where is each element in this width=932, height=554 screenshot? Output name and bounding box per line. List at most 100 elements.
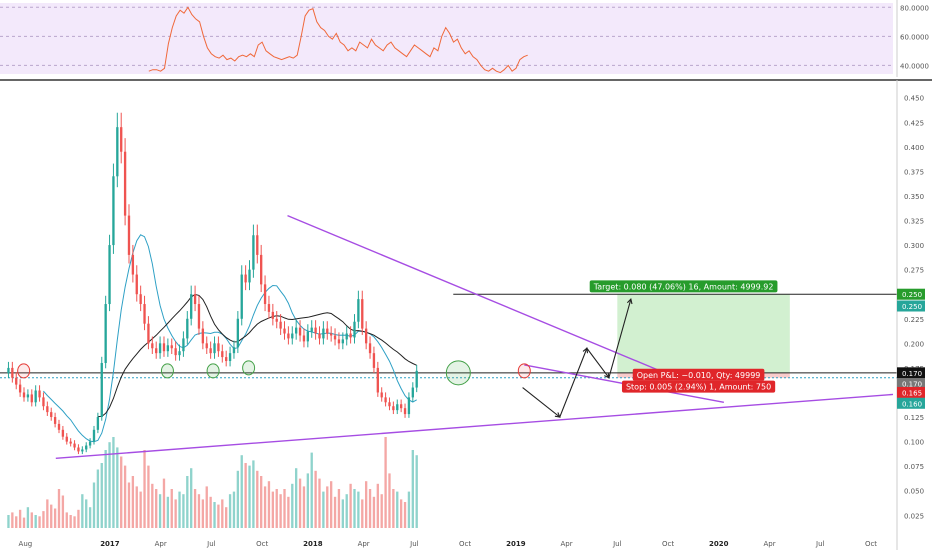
price-tick-label: 0.375 <box>904 168 924 176</box>
volume-bar <box>252 460 255 528</box>
volume-bar <box>341 499 344 528</box>
volume-bar <box>85 499 88 528</box>
candle <box>42 392 45 411</box>
price-tag-text: 0.250 <box>902 303 922 311</box>
price-tick-label: 0.100 <box>904 439 924 447</box>
projection-path[interactable] <box>522 298 632 418</box>
candle <box>341 332 344 350</box>
time-tick-label: Jul <box>815 540 825 548</box>
price-tick-label: 0.200 <box>904 340 924 348</box>
candle-body <box>361 299 364 329</box>
volume-bar <box>34 515 37 528</box>
time-tick-label: Apr <box>155 540 167 548</box>
candle <box>345 326 348 346</box>
candle <box>30 389 33 407</box>
volume-bar <box>65 512 68 528</box>
highlight-circle-red <box>517 363 531 379</box>
candle-body <box>341 339 344 344</box>
volume-bar <box>349 483 352 528</box>
candle <box>399 399 403 413</box>
volume-bar <box>88 507 92 528</box>
candle-body <box>108 245 111 305</box>
candle-body <box>368 343 372 354</box>
price-tag: 0.160 <box>897 397 925 409</box>
position-labels: Target: 0.080 (47.06%) 16, Amount: 4999.… <box>589 280 778 393</box>
candlesticks <box>7 112 418 455</box>
candle <box>108 234 111 312</box>
rsi-level-label: 60.0000 <box>900 33 929 41</box>
candle-body <box>170 345 173 349</box>
trendline-lower[interactable] <box>55 393 894 460</box>
volume-bar <box>295 468 298 528</box>
time-tick-label: Aug <box>19 540 33 548</box>
volume-bar <box>50 504 53 528</box>
candle <box>147 316 150 350</box>
candle <box>263 275 267 312</box>
candle <box>221 344 224 363</box>
volume-bar <box>73 516 76 528</box>
price-axis[interactable]: 0.450 0.425 0.400 0.375 0.350 0.325 0.300 0.275… <box>896 0 925 550</box>
volume-bar <box>306 473 310 528</box>
candle <box>322 321 325 345</box>
volume-bar <box>399 499 403 528</box>
price-tick-label: 0.025 <box>904 512 924 520</box>
volume-bar <box>333 496 337 528</box>
volume-bar <box>201 499 205 528</box>
volume-bar <box>283 489 286 528</box>
volume-bar <box>18 509 22 528</box>
candle-body <box>77 447 80 452</box>
candle <box>372 346 376 374</box>
candle <box>112 163 115 254</box>
candle <box>92 425 96 445</box>
candle <box>407 392 411 418</box>
target-zone[interactable] <box>617 294 790 373</box>
candle-body <box>275 318 278 322</box>
candle <box>190 285 193 326</box>
volume-bar <box>38 516 41 528</box>
candle <box>349 326 352 344</box>
candle-body <box>178 351 181 356</box>
price-tag-text: 0.170 <box>902 381 922 389</box>
candle-body <box>287 333 290 339</box>
highlight-circle-green <box>445 360 471 386</box>
candle <box>248 260 251 291</box>
trendline-upper[interactable] <box>287 214 677 379</box>
rsi-level-label: 80.0000 <box>900 4 929 12</box>
time-tick-label: Oct <box>865 540 877 548</box>
candle-body <box>399 404 403 409</box>
volume-bar <box>22 517 26 528</box>
candle <box>69 438 72 447</box>
volume-bar <box>407 491 411 528</box>
candle <box>26 389 30 402</box>
volume-bar <box>314 470 317 528</box>
candle-body <box>123 151 127 216</box>
candle <box>139 285 142 312</box>
volume-bar <box>151 483 154 528</box>
volume-bar <box>155 489 158 528</box>
volume-bar <box>260 476 263 528</box>
candle <box>361 290 364 335</box>
projection-arrowhead <box>604 372 610 379</box>
volume-bar <box>236 470 240 528</box>
candle-body <box>415 370 418 388</box>
candle <box>88 438 92 449</box>
price-tag-box <box>897 367 925 379</box>
volume-bar <box>302 486 306 528</box>
candle-body <box>193 294 197 305</box>
volume-bar <box>15 516 18 528</box>
price-tick-label: 0.075 <box>904 463 924 471</box>
candle <box>403 403 407 418</box>
time-axis[interactable]: Aug 2017 Apr Jul Oct 2018 Apr Jul Oct 2019 Apr Jul O… <box>19 540 878 548</box>
volume-bar <box>221 499 224 528</box>
candle <box>15 372 18 390</box>
candle-body <box>50 412 53 418</box>
long-position-tool[interactable] <box>617 294 790 378</box>
candle <box>174 341 177 361</box>
candle-body <box>260 254 263 285</box>
candle-body <box>396 404 399 411</box>
candle <box>213 336 216 359</box>
time-tick-label: Jul <box>409 540 419 548</box>
volume-bar <box>120 456 123 528</box>
